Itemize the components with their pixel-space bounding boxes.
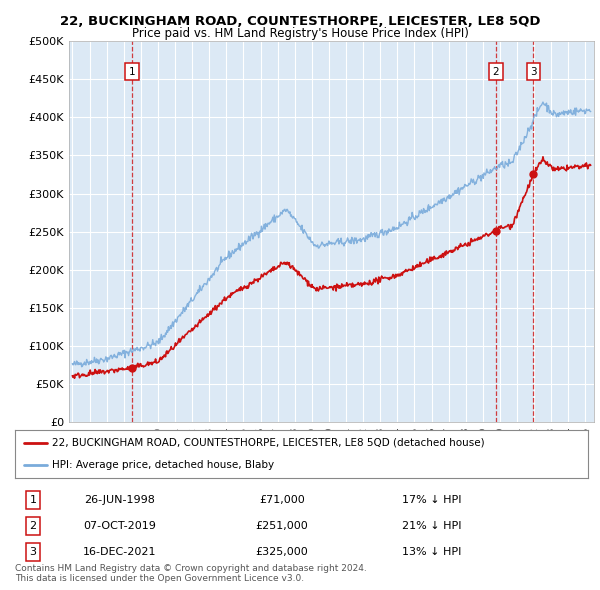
- Text: HPI: Average price, detached house, Blaby: HPI: Average price, detached house, Blab…: [52, 460, 274, 470]
- Text: 2: 2: [29, 522, 37, 531]
- Text: £71,000: £71,000: [259, 496, 305, 505]
- Text: 22, BUCKINGHAM ROAD, COUNTESTHORPE, LEICESTER, LE8 5QD (detached house): 22, BUCKINGHAM ROAD, COUNTESTHORPE, LEIC…: [52, 438, 485, 448]
- Text: 07-OCT-2019: 07-OCT-2019: [83, 522, 157, 531]
- Text: 22, BUCKINGHAM ROAD, COUNTESTHORPE, LEICESTER, LE8 5QD: 22, BUCKINGHAM ROAD, COUNTESTHORPE, LEIC…: [60, 15, 540, 28]
- Text: 26-JUN-1998: 26-JUN-1998: [85, 496, 155, 505]
- Text: 13% ↓ HPI: 13% ↓ HPI: [403, 548, 461, 557]
- Text: 1: 1: [29, 496, 37, 505]
- Text: 3: 3: [530, 67, 537, 77]
- Text: 3: 3: [29, 548, 37, 557]
- Text: £251,000: £251,000: [256, 522, 308, 531]
- Text: 2: 2: [493, 67, 499, 77]
- Text: 17% ↓ HPI: 17% ↓ HPI: [402, 496, 462, 505]
- Text: 1: 1: [129, 67, 136, 77]
- Text: 16-DEC-2021: 16-DEC-2021: [83, 548, 157, 557]
- Text: Contains HM Land Registry data © Crown copyright and database right 2024.
This d: Contains HM Land Registry data © Crown c…: [15, 563, 367, 583]
- Text: Price paid vs. HM Land Registry's House Price Index (HPI): Price paid vs. HM Land Registry's House …: [131, 27, 469, 40]
- Text: £325,000: £325,000: [256, 548, 308, 557]
- Text: 21% ↓ HPI: 21% ↓ HPI: [402, 522, 462, 531]
